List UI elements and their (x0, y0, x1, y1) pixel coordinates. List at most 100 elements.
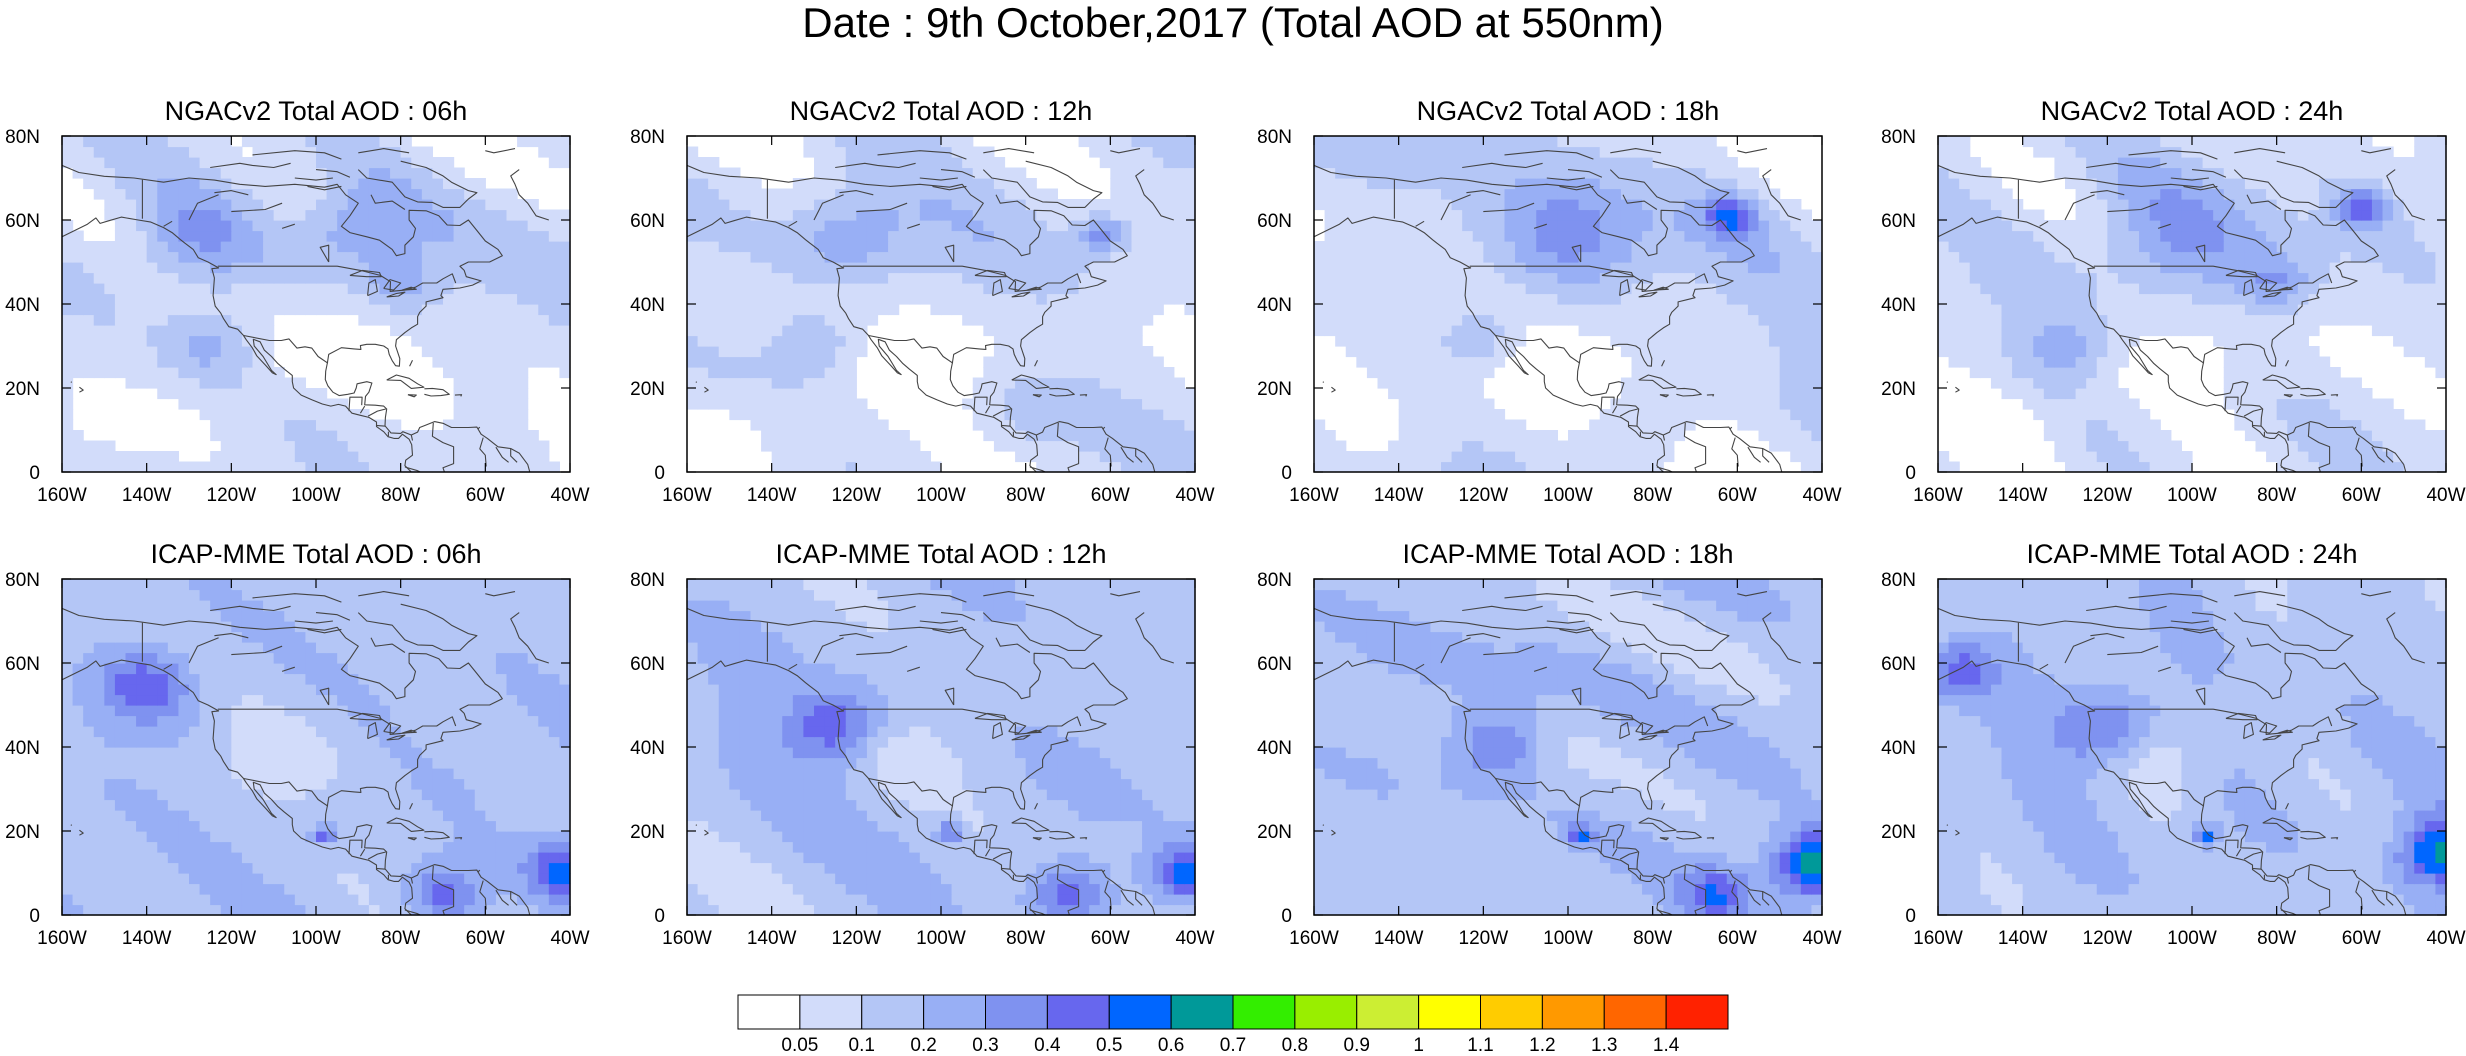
y-tick-label: 60N (630, 654, 665, 675)
y-tick-label: 20N (1257, 379, 1292, 400)
x-tick-label: 100W (916, 485, 966, 506)
x-tick-label: 80W (1006, 485, 1045, 506)
x-tick-label: 160W (37, 928, 87, 949)
x-tick-label: 40W (550, 485, 589, 506)
colorbar-swatch (1294, 994, 1358, 1030)
x-tick-label: 140W (1998, 485, 2048, 506)
x-tick-label: 140W (122, 485, 172, 506)
panel-title: NGACv2 Total AOD : 24h (2041, 96, 2344, 126)
x-tick-label: 140W (747, 928, 797, 949)
x-tick-label: 160W (37, 485, 87, 506)
x-tick-label: 60W (1091, 928, 1130, 949)
y-tick-label: 60N (630, 211, 665, 232)
y-tick-label: 20N (630, 379, 665, 400)
map-panel-icap-12: 160W 140W 120W 100W 80W 60W 40W 0 20N 40N 60N 80N IC… (630, 539, 1214, 949)
y-tick-label: 80N (1257, 570, 1292, 591)
panel-title: NGACv2 Total AOD : 18h (1417, 96, 1720, 126)
aod-field (1938, 136, 2447, 473)
x-tick-label: 140W (747, 485, 797, 506)
x-tick-label: 120W (1459, 928, 1509, 949)
colorbar-label: 0.9 (1344, 1035, 1370, 1056)
y-tick-label: 80N (630, 570, 665, 591)
y-tick-label: 20N (630, 822, 665, 843)
coastlines (1938, 136, 2425, 472)
colorbar: 0.05 0.1 0.2 0.3 0.4 0.5 0.6 0.7 0.8 0.9 1 1.1 1.2 1.… (737, 994, 1729, 1056)
y-tick-label: 40N (1881, 738, 1916, 759)
y-tick-label: 40N (5, 295, 40, 316)
x-tick-label: 40W (1175, 485, 1214, 506)
colorbar-swatch (1108, 994, 1172, 1030)
colorbar-swatch (1603, 994, 1667, 1030)
y-tick-label: 80N (630, 127, 665, 148)
coastlines (1314, 136, 1801, 472)
map-panel-icap-24: 160W 140W 120W 100W 80W 60W 40W 0 20N 40N 60N 80N IC… (1881, 539, 2465, 949)
colorbar-label: 0.6 (1158, 1035, 1184, 1056)
x-tick-label: 80W (1633, 928, 1672, 949)
x-tick-label: 60W (2342, 928, 2381, 949)
y-tick-label: 60N (5, 211, 40, 232)
colorbar-label: 0.1 (849, 1035, 875, 1056)
map-panel-ngac-18: 160W 140W 120W 100W 80W 60W 40W 0 20N 40N 60N 80N NG… (1257, 96, 1841, 506)
coastlines (1938, 579, 2425, 915)
y-tick-label: 40N (5, 738, 40, 759)
x-tick-label: 120W (2083, 485, 2133, 506)
x-tick-label: 120W (207, 928, 257, 949)
colorbar-swatch (1418, 994, 1482, 1030)
colorbar-swatch (1480, 994, 1543, 1030)
y-tick-label: 20N (1881, 379, 1916, 400)
colorbar-label: 1.1 (1467, 1035, 1493, 1056)
x-tick-label: 80W (381, 928, 420, 949)
colorbar-label: 0.4 (1034, 1035, 1061, 1056)
x-tick-label: 80W (1633, 485, 1672, 506)
aod-field (1314, 136, 1823, 473)
aod-field (1938, 579, 2447, 916)
y-tick-label: 80N (1881, 570, 1916, 591)
y-tick-label: 40N (630, 738, 665, 759)
x-tick-label: 160W (1289, 928, 1339, 949)
y-tick-label: 20N (1257, 822, 1292, 843)
y-tick-label: 40N (1257, 738, 1292, 759)
x-tick-label: 60W (1091, 485, 1130, 506)
y-tick-label: 0 (1905, 906, 1916, 927)
x-tick-label: 60W (2342, 485, 2381, 506)
panel-title: ICAP-MME Total AOD : 24h (2026, 539, 2357, 569)
y-tick-label: 0 (29, 463, 40, 484)
x-tick-label: 100W (291, 928, 341, 949)
colorbar-label: 0.7 (1220, 1035, 1246, 1056)
x-tick-label: 40W (1802, 485, 1841, 506)
y-tick-label: 60N (1881, 654, 1916, 675)
x-tick-label: 80W (381, 485, 420, 506)
x-tick-label: 40W (2426, 928, 2465, 949)
colorbar-swatch (1356, 994, 1420, 1030)
x-tick-label: 80W (1006, 928, 1045, 949)
x-tick-label: 160W (1289, 485, 1339, 506)
colorbar-swatch (1170, 994, 1234, 1030)
x-tick-label: 160W (1913, 928, 1963, 949)
x-tick-label: 100W (2167, 485, 2217, 506)
aod-field (1314, 579, 1823, 916)
coastlines (62, 136, 549, 472)
x-tick-label: 100W (1543, 928, 1593, 949)
panel-title: NGACv2 Total AOD : 12h (790, 96, 1093, 126)
colorbar-swatch (923, 994, 987, 1030)
colorbar-swatch (985, 994, 1048, 1030)
colorbar-swatch (1232, 994, 1296, 1030)
x-tick-label: 120W (2083, 928, 2133, 949)
x-tick-label: 60W (466, 928, 505, 949)
y-tick-label: 60N (1881, 211, 1916, 232)
x-tick-label: 160W (662, 485, 712, 506)
colorbar-label: 0.5 (1096, 1035, 1122, 1056)
map-panel-ngac-24: 160W 140W 120W 100W 80W 60W 40W 0 20N 40N 60N 80N NG… (1881, 96, 2465, 506)
x-tick-label: 40W (550, 928, 589, 949)
colorbar-label: 1.4 (1653, 1035, 1680, 1056)
y-tick-label: 20N (1881, 822, 1916, 843)
x-tick-label: 40W (1802, 928, 1841, 949)
panel-title: ICAP-MME Total AOD : 12h (775, 539, 1106, 569)
y-tick-label: 0 (29, 906, 40, 927)
x-tick-label: 60W (1718, 928, 1757, 949)
y-tick-label: 80N (1881, 127, 1916, 148)
x-tick-label: 100W (1543, 485, 1593, 506)
map-panel-icap-06: 160W 140W 120W 100W 80W 60W 40W 0 20N 40N 60N 80N IC… (5, 539, 589, 949)
colorbar-label: 0.2 (910, 1035, 936, 1056)
